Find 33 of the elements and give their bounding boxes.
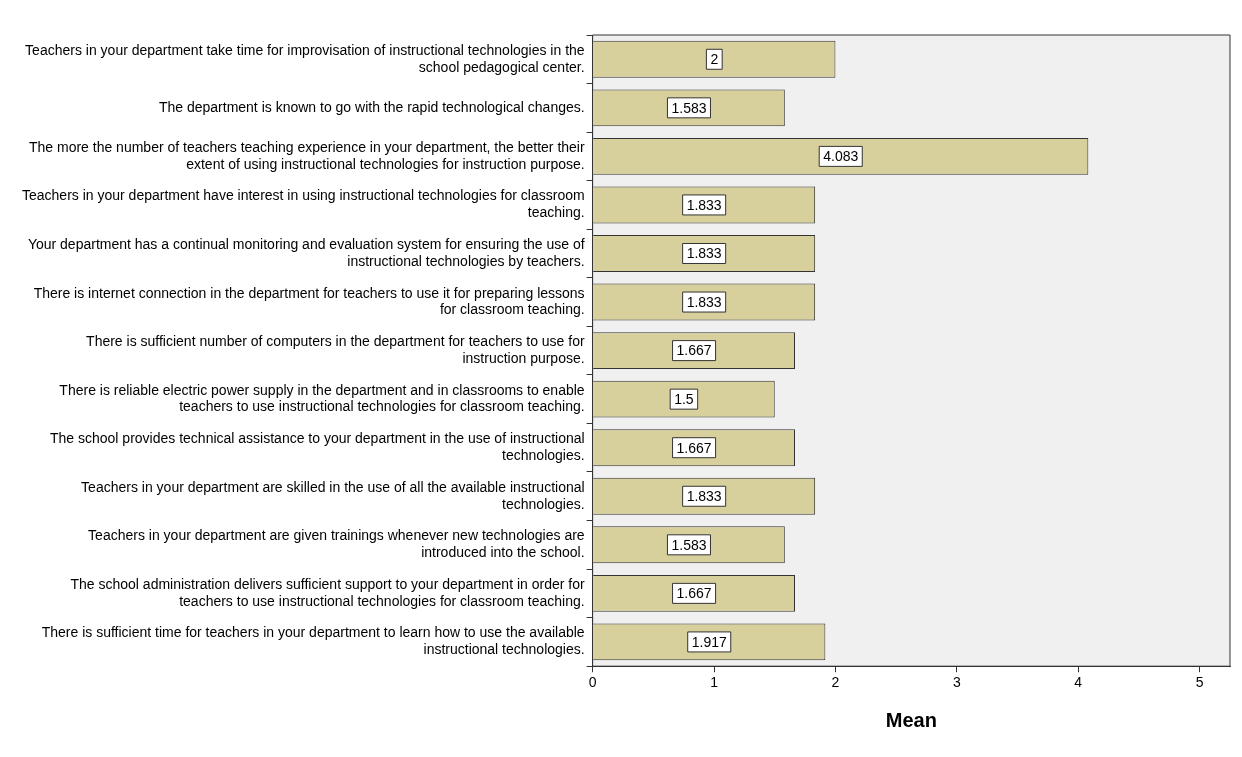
y-tick-label: The school administration delivers sufficient support to your department in order for teachers to use instructional technologies for classroom teaching.	[70, 575, 585, 609]
data-label: 1.833	[686, 196, 722, 213]
y-tick-label: Teachers in your department have interest in using instructional technologies for classroom teaching.	[22, 187, 585, 221]
data-label: 2	[710, 51, 719, 68]
y-tick-label: Teachers in your department are skilled in the use of all the available instructional technologies.	[81, 478, 585, 512]
x-axis-title: Mean	[885, 708, 937, 731]
x-tick-label: 5	[1195, 674, 1204, 691]
data-label: 1.833	[686, 245, 722, 262]
data-label: 4.083	[823, 148, 859, 165]
x-tick-label: 1	[710, 674, 719, 691]
data-label: 1.833	[686, 293, 722, 310]
y-tick-label: There is internet connection in the department for teachers to use it for preparing lessons for classroom teaching.	[33, 284, 585, 318]
x-tick-label: 3	[952, 674, 961, 691]
y-tick-label: There is sufficient time for teachers in your department to learn how to use the available instructional technologies.	[41, 624, 585, 658]
data-label: 1.667	[676, 342, 712, 359]
data-label: 1.833	[686, 488, 722, 505]
data-label: 1.5	[674, 391, 694, 408]
x-tick-label: 2	[831, 674, 840, 691]
y-tick-label: The more the number of teachers teaching experience in your department, the better their extent of using instructional technologies for instruction purpose.	[28, 138, 585, 172]
y-tick-label: Teachers in your department are given trainings whenever new technologies are introduced into the school.	[88, 527, 585, 561]
data-label: 1.583	[671, 536, 707, 553]
y-tick-label: There is sufficient number of computers in the department for teachers to use for instruction purpose.	[86, 333, 585, 366]
x-tick-label: 0	[588, 674, 597, 691]
data-label: 1.583	[671, 99, 707, 116]
y-tick-label: Teachers in your department take time for improvisation of instructional technologies in the school pedagogical center.	[25, 41, 585, 75]
data-label: 1.667	[676, 585, 712, 602]
x-tick-label: 4	[1074, 674, 1083, 691]
y-tick-label: The department is known to go with the rapid technological changes.	[158, 98, 585, 115]
data-label: 1.917	[691, 633, 727, 650]
data-label: 1.667	[676, 439, 712, 456]
y-tick-label: Your department has a continual monitoring and evaluation system for ensuring the use of instructional technologies by teachers.	[27, 235, 585, 269]
y-tick-label: There is reliable electric power supply in the department and in classrooms to enable teachers to use instructional technologies for classroom teaching.	[59, 381, 585, 415]
y-tick-label: The school provides technical assistance to your department in the use of instructional technologies.	[50, 430, 585, 463]
